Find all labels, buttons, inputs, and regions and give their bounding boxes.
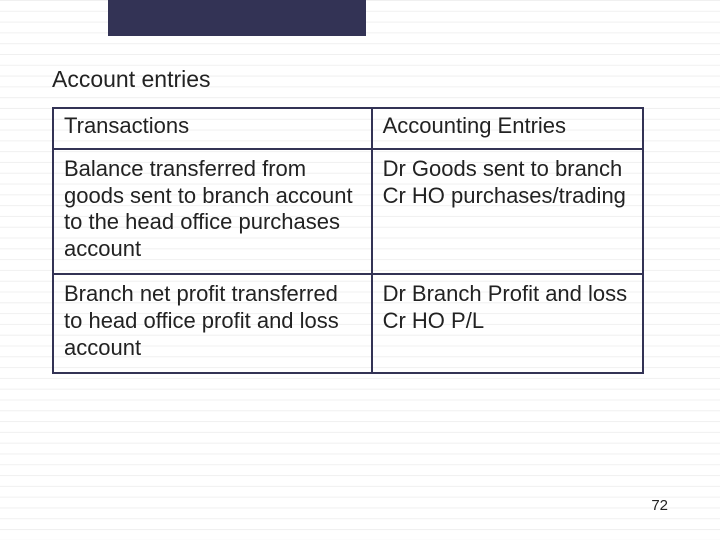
slide-heading: Account entries: [52, 66, 668, 93]
table-row: Balance transferred from goods sent to b…: [53, 149, 643, 274]
slide-content: Account entries Transactions Accounting …: [52, 66, 668, 374]
cell-entries: Dr Branch Profit and lossCr HO P/L: [372, 274, 643, 372]
col-header-entries: Accounting Entries: [372, 108, 643, 149]
table-row: Branch net profit transferred to head of…: [53, 274, 643, 372]
page-number: 72: [651, 497, 668, 514]
cell-transaction: Branch net profit transferred to head of…: [53, 274, 372, 372]
top-accent-band: [108, 0, 366, 36]
cell-transaction: Balance transferred from goods sent to b…: [53, 149, 372, 274]
cell-entries: Dr Goods sent to branchCr HO purchases/t…: [372, 149, 643, 274]
table-header-row: Transactions Accounting Entries: [53, 108, 643, 149]
account-entries-table: Transactions Accounting Entries Balance …: [52, 107, 644, 374]
col-header-transactions: Transactions: [53, 108, 372, 149]
